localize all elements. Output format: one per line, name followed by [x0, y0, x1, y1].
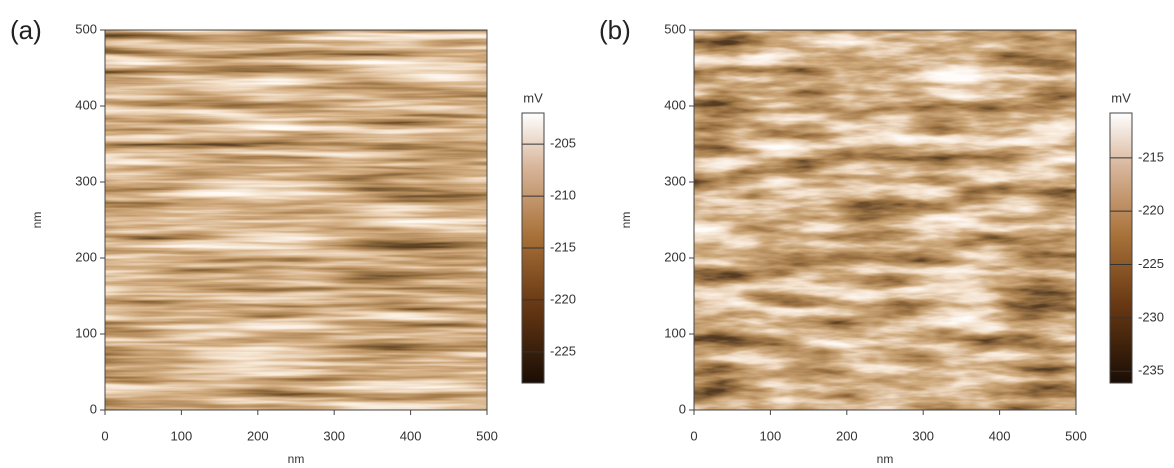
- panel-label: (a): [10, 15, 42, 45]
- x-axis-title: nm: [288, 452, 305, 466]
- colorbar-label: mV: [523, 90, 543, 105]
- x-tick-label: 100: [760, 428, 782, 443]
- plot-frame: [693, 29, 1077, 411]
- y-tick-label: 400: [664, 97, 686, 112]
- y-tick-label: 100: [75, 325, 97, 340]
- y-tick-label: 500: [75, 21, 97, 36]
- y-tick-label: 0: [90, 401, 97, 416]
- y-tick-label: 0: [679, 401, 686, 416]
- x-tick-label: 300: [912, 428, 934, 443]
- colorbar-tick-label: -225: [1138, 256, 1164, 271]
- x-axis-title: nm: [877, 452, 894, 466]
- colorbar: [1109, 112, 1133, 384]
- colorbar-tick-label: -215: [550, 239, 576, 254]
- panel-label: (b): [599, 15, 631, 45]
- colorbar-tick-label: -235: [1138, 363, 1164, 378]
- colorbar-tick-label: -225: [550, 343, 576, 358]
- colorbar-tick-label: -205: [550, 136, 576, 151]
- x-tick-label: 100: [171, 428, 193, 443]
- colorbar-tick-label: -220: [1138, 203, 1164, 218]
- x-tick-label: 500: [1065, 428, 1087, 443]
- x-tick-label: 200: [836, 428, 858, 443]
- y-tick-label: 300: [75, 173, 97, 188]
- y-tick-label: 200: [75, 249, 97, 264]
- afm-image: [105, 30, 487, 410]
- afm-image: [694, 30, 1076, 410]
- colorbar-tick-label: -210: [550, 188, 576, 203]
- colorbar-tick-label: -220: [550, 291, 576, 306]
- plot-frame: [104, 29, 488, 411]
- x-tick-label: 200: [247, 428, 269, 443]
- x-tick-label: 500: [476, 428, 498, 443]
- y-tick-label: 100: [664, 325, 686, 340]
- x-tick-label: 400: [989, 428, 1011, 443]
- y-axis-title: nm: [30, 212, 44, 229]
- y-tick-label: 400: [75, 97, 97, 112]
- y-axis-title: nm: [619, 212, 633, 229]
- y-tick-label: 200: [664, 249, 686, 264]
- colorbar-tick-label: -230: [1138, 309, 1164, 324]
- colorbar-label: mV: [1111, 90, 1131, 105]
- x-tick-label: 0: [101, 428, 108, 443]
- x-tick-label: 400: [400, 428, 422, 443]
- y-tick-label: 300: [664, 173, 686, 188]
- y-tick-label: 500: [664, 21, 686, 36]
- colorbar-tick-label: -215: [1138, 149, 1164, 164]
- x-tick-label: 0: [690, 428, 697, 443]
- x-tick-label: 300: [323, 428, 345, 443]
